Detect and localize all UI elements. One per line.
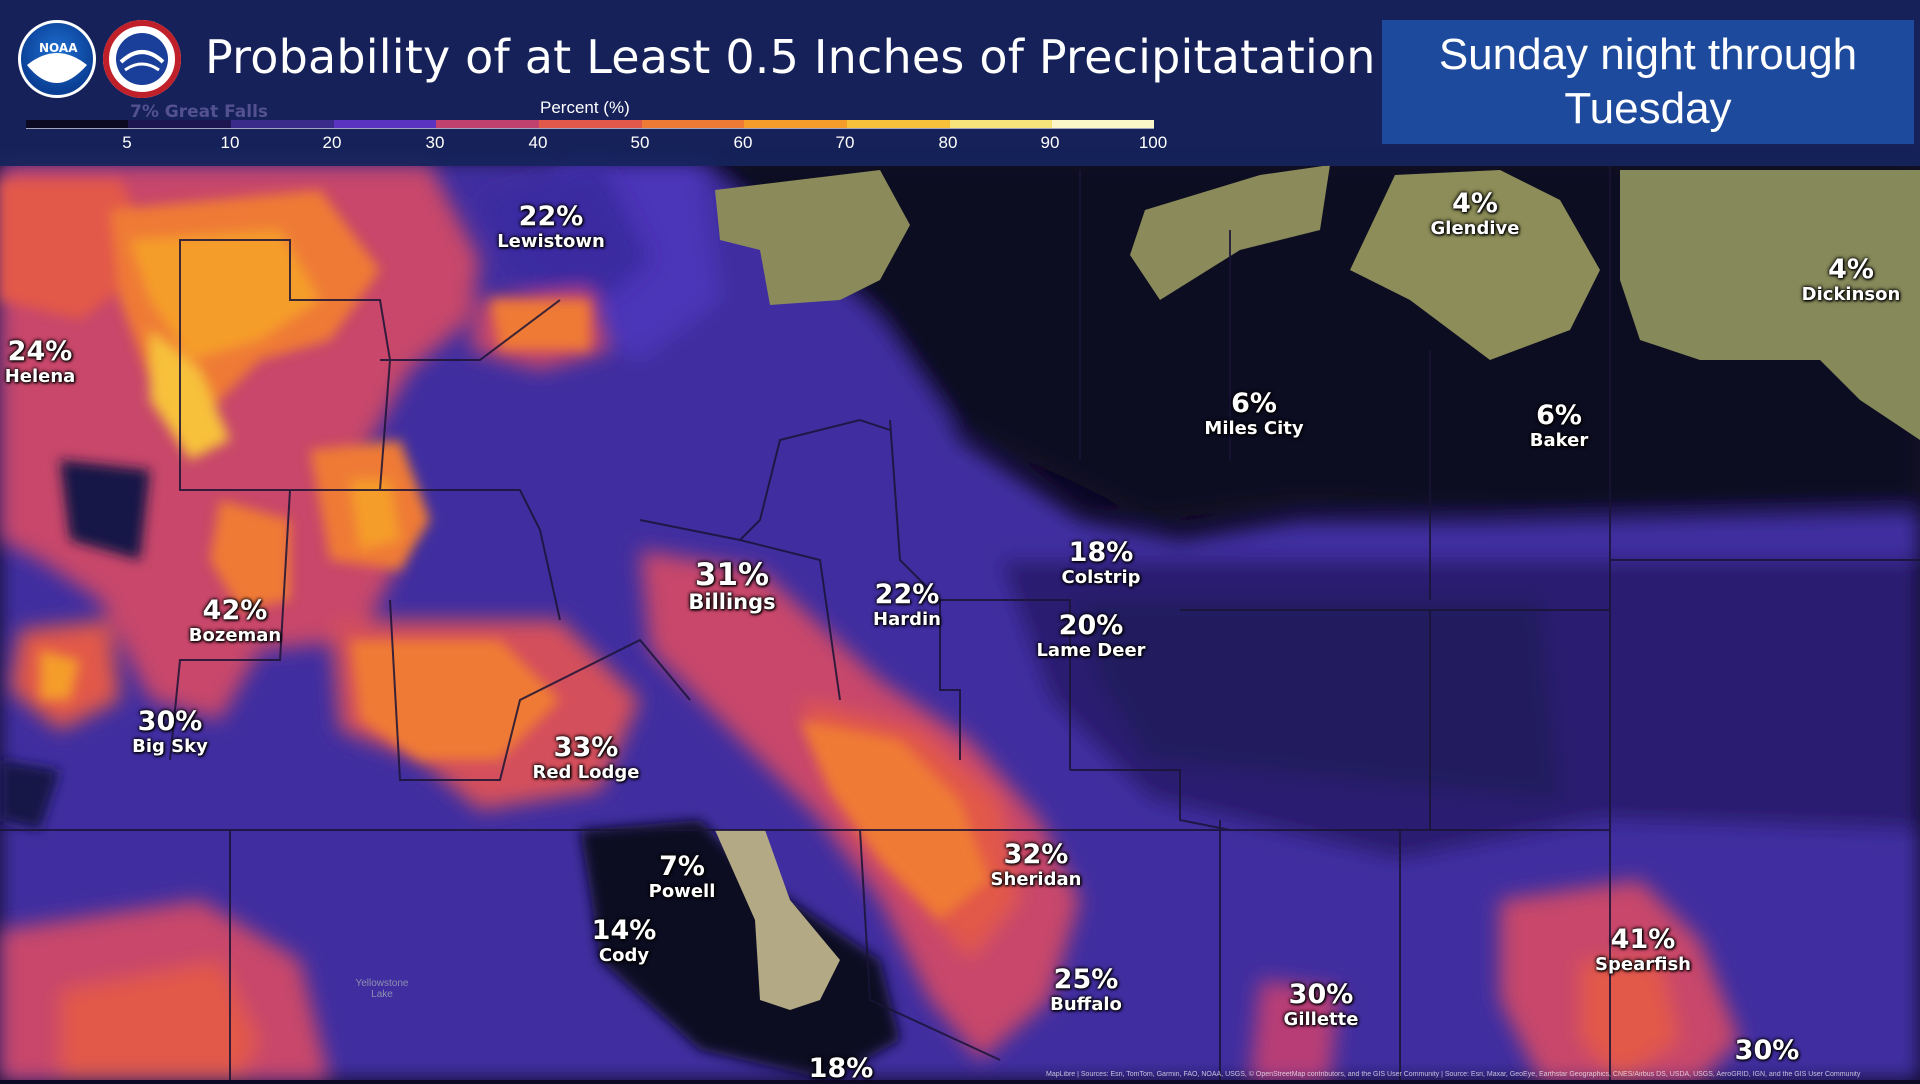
city-label-helena: 24% Helena xyxy=(5,337,76,387)
city-name: Cody xyxy=(598,945,650,966)
city-label-lewistown: 22% Lewistown xyxy=(497,202,605,252)
legend-swatch xyxy=(231,120,334,128)
legend-baseline xyxy=(26,128,1154,129)
noaa-logo-text: NOAA xyxy=(39,41,78,55)
city-label-powell: 7% Powell xyxy=(649,852,716,902)
city-label-gillette: 30% Gillette xyxy=(1284,980,1359,1030)
legend-tick: 30 xyxy=(425,133,445,152)
legend-tick: 90 xyxy=(1040,133,1060,152)
legend-tick: 20 xyxy=(322,133,342,152)
city-label-lame-deer: 20% Lame Deer xyxy=(1036,611,1145,661)
city-name: Dickinson xyxy=(1801,284,1901,305)
city-name: Helena xyxy=(4,366,76,387)
city-percent: 7% xyxy=(659,851,705,882)
city-percent: 32% xyxy=(1003,839,1069,870)
legend-swatch xyxy=(950,120,1052,128)
city-name: Miles City xyxy=(1204,418,1304,439)
city-name: Glendive xyxy=(1430,218,1520,239)
city-percent: 25% xyxy=(1053,964,1119,995)
legend-color-bar xyxy=(26,120,1154,128)
city-label-hardin: 22% Hardin xyxy=(873,580,941,630)
city-label-miles-city: 6% Miles City xyxy=(1204,389,1303,439)
legend-swatch xyxy=(642,120,744,128)
city-name: Buffalo xyxy=(1050,994,1122,1015)
legend-swatch xyxy=(436,120,539,128)
noaa-logo: NOAA xyxy=(18,20,96,98)
city-percent: 22% xyxy=(874,579,940,610)
city-label-unnamed-south: 18% xyxy=(809,1054,874,1084)
map-attribution: MapLibre | Sources: Esri, TomTom, Garmin… xyxy=(1046,1071,1861,1078)
map-title: Probability of at Least 0.5 Inches of Pr… xyxy=(205,30,1376,84)
legend-tick: 50 xyxy=(630,133,650,152)
city-percent: 30% xyxy=(1734,1035,1800,1066)
city-percent: 33% xyxy=(553,732,619,763)
legend-tick: 40 xyxy=(528,133,548,152)
noaa-bird-icon xyxy=(27,53,87,83)
city-label-colstrip: 18% Colstrip xyxy=(1062,538,1141,588)
city-percent: 41% xyxy=(1610,924,1676,955)
city-percent: 4% xyxy=(1452,188,1498,219)
city-name: Sheridan xyxy=(990,869,1082,890)
legend-tick: 5 xyxy=(122,133,132,152)
city-label-baker: 6% Baker xyxy=(1530,401,1588,451)
legend-swatch xyxy=(26,120,128,128)
city-name: Gillette xyxy=(1283,1009,1359,1030)
city-label-buffalo: 25% Buffalo xyxy=(1050,965,1122,1015)
city-label-big-sky: 30% Big Sky xyxy=(132,707,208,757)
yellowstone-lake-label: Yellowstone Lake xyxy=(355,978,409,1000)
background-city-label: 7% Great Falls xyxy=(130,102,269,122)
city-name: Big Sky xyxy=(132,736,208,757)
city-label-cody: 14% Cody xyxy=(592,916,657,966)
time-period-label: Sunday night through Tuesday xyxy=(1438,30,1858,133)
city-percent: 22% xyxy=(518,201,584,232)
legend-tick: 100 xyxy=(1138,133,1168,152)
nws-emblem-icon xyxy=(103,20,181,98)
city-name: Red Lodge xyxy=(532,762,640,783)
city-label-billings: 31% Billings xyxy=(688,557,776,614)
city-name: Baker xyxy=(1529,430,1589,451)
city-label-unnamed-southeast: 30% xyxy=(1735,1036,1800,1066)
city-label-red-lodge: 33% Red Lodge xyxy=(532,733,639,783)
nws-logo xyxy=(103,20,181,98)
legend-swatch xyxy=(744,120,847,128)
city-label-sheridan: 32% Sheridan xyxy=(991,840,1082,890)
city-percent: 14% xyxy=(591,915,657,946)
city-label-glendive: 4% Glendive xyxy=(1431,189,1520,239)
city-name: Lewistown xyxy=(497,231,605,252)
city-name: Spearfish xyxy=(1595,954,1691,975)
city-percent: 30% xyxy=(137,706,203,737)
city-label-spearfish: 41% Spearfish xyxy=(1595,925,1691,975)
city-name: Billings xyxy=(688,590,776,614)
time-period-box: Sunday night through Tuesday xyxy=(1382,20,1914,144)
city-name: Lame Deer xyxy=(1036,640,1146,661)
city-percent: 24% xyxy=(7,336,73,367)
legend-swatch xyxy=(1052,120,1154,128)
city-name: Hardin xyxy=(873,609,941,630)
legend-swatch xyxy=(334,120,436,128)
legend-swatch xyxy=(128,120,231,128)
legend-tick: 70 xyxy=(835,133,855,152)
city-percent: 42% xyxy=(202,595,268,626)
legend-tick: 60 xyxy=(733,133,753,152)
city-percent: 31% xyxy=(694,557,770,593)
legend-swatch xyxy=(847,120,950,128)
city-name: Bozeman xyxy=(188,625,282,646)
city-percent: 4% xyxy=(1828,254,1874,285)
city-label-bozeman: 42% Bozeman xyxy=(189,596,282,646)
city-percent: 18% xyxy=(1068,537,1134,568)
legend-tick: 10 xyxy=(220,133,240,152)
city-percent: 18% xyxy=(808,1053,874,1084)
city-percent: 30% xyxy=(1288,979,1354,1010)
legend-title: Percent (%) xyxy=(540,98,630,117)
city-percent: 6% xyxy=(1536,400,1582,431)
legend-swatch xyxy=(539,120,642,128)
city-percent: 6% xyxy=(1231,388,1277,419)
legend-tick: 80 xyxy=(938,133,958,152)
city-label-dickinson: 4% Dickinson xyxy=(1802,255,1901,305)
city-name: Powell xyxy=(648,881,716,902)
city-name: Colstrip xyxy=(1061,567,1141,588)
city-percent: 20% xyxy=(1058,610,1124,641)
